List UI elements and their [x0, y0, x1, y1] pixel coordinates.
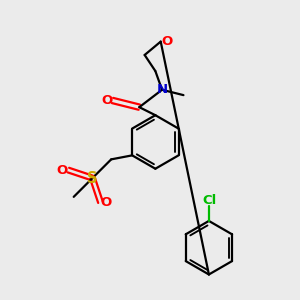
Text: Cl: Cl: [202, 194, 217, 207]
Text: S: S: [87, 171, 98, 186]
Text: O: O: [57, 164, 68, 177]
Text: O: O: [161, 35, 172, 48]
Text: O: O: [101, 94, 112, 107]
Text: N: N: [157, 83, 168, 96]
Text: O: O: [101, 196, 112, 209]
